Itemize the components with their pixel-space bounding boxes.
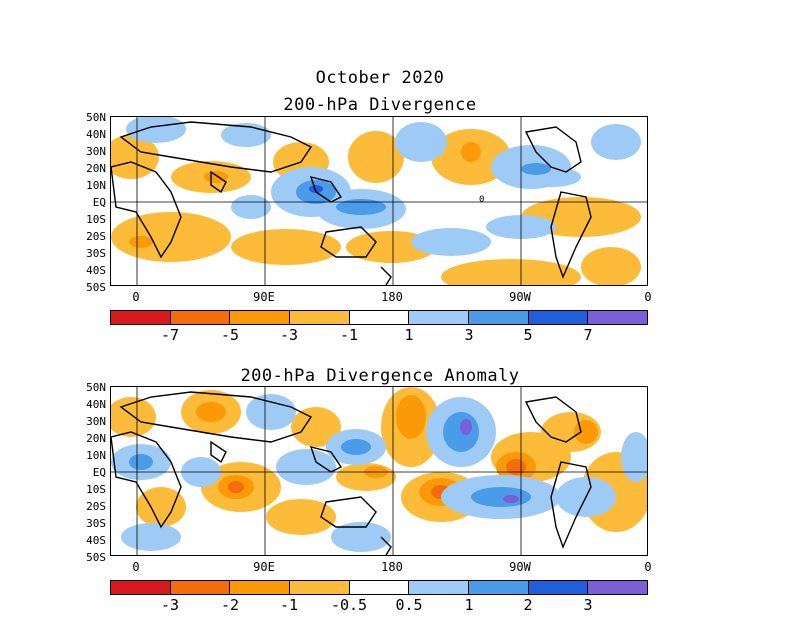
colorbar-label: -1: [279, 596, 299, 614]
lon-label: 90E: [253, 290, 275, 304]
lon-label: 90W: [509, 560, 531, 574]
lat-label: 20S: [86, 230, 106, 243]
colorbar-swatch: [290, 311, 350, 324]
colorbar-swatch: [528, 581, 589, 594]
lat-label: 40S: [86, 534, 106, 547]
lon-label: 0: [132, 290, 140, 304]
lat-label: 30S: [86, 247, 106, 260]
contour-label: 0: [479, 195, 484, 205]
lat-label: 10N: [86, 449, 106, 462]
gridlines: [111, 117, 647, 285]
lon-label: 0: [132, 560, 140, 574]
divergence-map-graphic: 0: [111, 117, 647, 285]
gridlines: [111, 387, 647, 555]
colorbar-swatch: [409, 581, 470, 594]
lat-label: 40N: [86, 128, 106, 141]
lon-label: 90W: [509, 290, 531, 304]
panel1-title: 200-hPa Divergence: [283, 95, 477, 115]
divergence-anomaly-map-graphic: [111, 387, 647, 555]
colorbar-swatch: [111, 311, 171, 324]
colorbar-swatch: [528, 311, 589, 324]
lat-label: 30N: [86, 145, 106, 158]
lat-label: 50N: [86, 111, 106, 124]
divergence-anomaly-panel: 50N 40N 30N 20N 10N EQ 10S 20S 30S 40S 5…: [70, 380, 670, 614]
divergence-panel: 0 50N 40N 30N 20N 10N EQ 10S 20S 30S 40S…: [70, 110, 670, 344]
colorbar-swatch: [469, 311, 529, 324]
lat-label: EQ: [92, 466, 106, 479]
lat-label: 20S: [86, 500, 106, 513]
lon-label: 0: [644, 560, 652, 574]
colorbar-swatch: [588, 581, 648, 594]
colorbar-label: -3: [160, 596, 180, 614]
lat-label: 20N: [86, 162, 106, 175]
lat-label: 50S: [86, 551, 106, 564]
colorbar-label: 2: [523, 596, 533, 614]
lon-label: 90E: [253, 560, 275, 574]
lat-label: 20N: [86, 432, 106, 445]
colorbar-swatch: [290, 581, 350, 594]
divergence-anomaly-map: [110, 386, 648, 556]
colorbar-swatch: [349, 311, 410, 324]
colorbar-label: 3: [583, 596, 593, 614]
lat-label: 40S: [86, 264, 106, 277]
colorbar-swatch: [409, 311, 470, 324]
colorbar-label: 0.5: [395, 596, 423, 614]
lat-label: 10S: [86, 213, 106, 226]
colorbar-swatch: [230, 581, 291, 594]
colorbar: [110, 310, 648, 325]
lat-label: 50N: [86, 381, 106, 394]
colorbar-label: -5: [220, 326, 240, 344]
colorbar-swatch: [469, 581, 529, 594]
divergence-map: 0: [110, 116, 648, 286]
lon-label: 180: [381, 560, 403, 574]
colorbar-label: -1: [339, 326, 359, 344]
lon-label: 180: [381, 290, 403, 304]
lon-label: 0: [644, 290, 652, 304]
colorbar-swatch: [588, 311, 648, 324]
colorbar-swatch: [170, 581, 231, 594]
colorbar-label: -3: [279, 326, 299, 344]
colorbar: [110, 580, 648, 595]
colorbar-label: -2: [220, 596, 240, 614]
colorbar-label: 1: [464, 596, 474, 614]
lat-label: 30N: [86, 415, 106, 428]
colorbar-swatch: [111, 581, 171, 594]
lat-label: 50S: [86, 281, 106, 294]
lat-label: 30S: [86, 517, 106, 530]
panel2-title: 200-hPa Divergence Anomaly: [240, 366, 520, 386]
lat-label: EQ: [92, 196, 106, 209]
lat-label: 10S: [86, 483, 106, 496]
colorbar-swatch: [230, 311, 291, 324]
coastlines: [111, 391, 592, 555]
coastlines: [111, 121, 592, 285]
colorbar-swatch: [349, 581, 410, 594]
colorbar-label: 3: [464, 326, 474, 344]
colorbar-label: -0.5: [330, 596, 368, 614]
colorbar-label: 1: [404, 326, 414, 344]
figure-title: October 2020: [315, 68, 445, 88]
colorbar-label: 7: [583, 326, 593, 344]
colorbar-label: -7: [160, 326, 180, 344]
colorbar-swatch: [170, 311, 231, 324]
lat-label: 40N: [86, 398, 106, 411]
lat-label: 10N: [86, 179, 106, 192]
colorbar-label: 5: [523, 326, 533, 344]
